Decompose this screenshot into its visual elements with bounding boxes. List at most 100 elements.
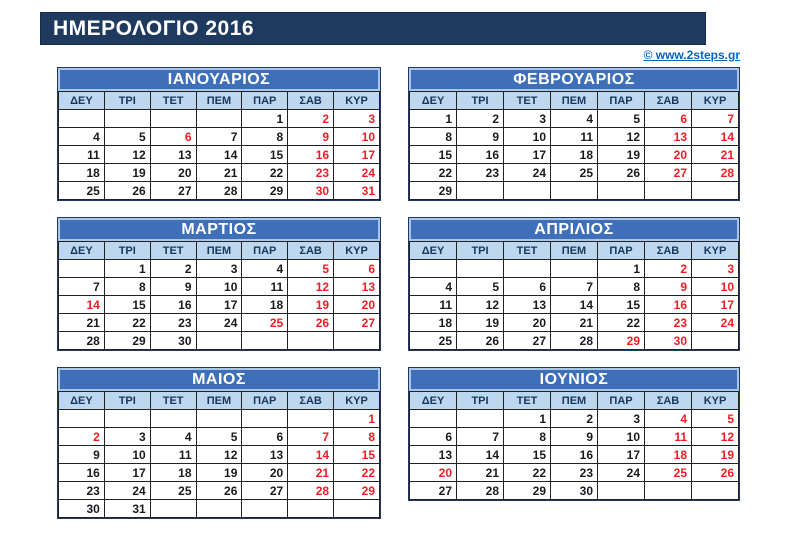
day-cell: 18 bbox=[550, 145, 598, 164]
day-cell: 28 bbox=[550, 331, 598, 350]
weekday-header: ΣΑΒ bbox=[287, 91, 335, 110]
day-cell: 18 bbox=[58, 163, 105, 182]
day-cell: 30 bbox=[58, 499, 105, 518]
day-cell: 5 bbox=[597, 109, 645, 128]
day-cell: 2 bbox=[149, 259, 197, 278]
month-name: ΦΕΒΡΟΥΑΡΙΟΣ bbox=[411, 70, 737, 89]
week-row: 20 21 22 23 24 25 26 bbox=[409, 463, 739, 482]
month-block-3: ΜΑΡΤΙΟΣ ΔΕΥ ΤΡΙ ΤΕΤ ΠΕΜ ΠΑΡ ΣΑΒ ΚΥΡ 1 2 3 4 5 6 7 8 9 10 1… bbox=[57, 217, 381, 351]
day-cell: 22 bbox=[333, 463, 380, 482]
empty-day-cell bbox=[503, 259, 551, 278]
day-cell: 31 bbox=[333, 181, 380, 200]
day-cell: 1 bbox=[103, 259, 151, 278]
day-cell: 20 bbox=[149, 163, 197, 182]
day-cell: 2 bbox=[58, 427, 105, 446]
week-row: 8 9 10 11 12 13 14 bbox=[409, 127, 739, 146]
empty-day-cell bbox=[456, 181, 504, 200]
week-row: 30 31 bbox=[58, 499, 380, 518]
empty-day-cell bbox=[409, 259, 457, 278]
weekday-header: ΠΕΜ bbox=[195, 391, 243, 410]
day-cell: 16 bbox=[287, 145, 335, 164]
day-cell: 26 bbox=[456, 331, 504, 350]
day-cell: 11 bbox=[644, 427, 692, 446]
day-cell: 10 bbox=[333, 127, 380, 146]
day-cell: 25 bbox=[644, 463, 692, 482]
day-cell: 1 bbox=[597, 259, 645, 278]
weekday-header: ΠΕΜ bbox=[550, 241, 598, 260]
empty-day-cell bbox=[597, 481, 645, 500]
month-name: ΑΠΡΙΛΙΟΣ bbox=[411, 220, 737, 239]
day-cell: 15 bbox=[409, 145, 457, 164]
day-cell: 18 bbox=[149, 463, 197, 482]
day-cell: 20 bbox=[409, 463, 457, 482]
day-cell: 8 bbox=[597, 277, 645, 296]
day-cell: 6 bbox=[644, 109, 692, 128]
weekday-header: ΤΕΤ bbox=[149, 391, 197, 410]
day-cell: 28 bbox=[691, 163, 739, 182]
weekday-header: ΤΕΤ bbox=[149, 241, 197, 260]
day-cell: 13 bbox=[241, 445, 289, 464]
weekday-header: ΣΑΒ bbox=[287, 391, 335, 410]
day-cell: 19 bbox=[691, 445, 739, 464]
month-name: ΙΑΝΟΥΑΡΙΟΣ bbox=[60, 70, 378, 89]
empty-day-cell bbox=[58, 409, 105, 428]
day-cell: 28 bbox=[58, 331, 105, 350]
day-cell: 8 bbox=[409, 127, 457, 146]
day-cell: 24 bbox=[691, 313, 739, 332]
empty-day-cell bbox=[409, 409, 457, 428]
week-row: 6 7 8 9 10 11 12 bbox=[409, 427, 739, 446]
day-cell: 16 bbox=[149, 295, 197, 314]
day-cell: 25 bbox=[149, 481, 197, 500]
day-cell: 19 bbox=[287, 295, 335, 314]
month-table: ΔΕΥ ΤΡΙ ΤΕΤ ΠΕΜ ΠΑΡ ΣΑΒ ΚΥΡ 1 2 3 4 5 6 7 8 9 10 11 12 13 14… bbox=[409, 391, 739, 500]
website-link[interactable]: © www.2steps.gr bbox=[643, 48, 740, 62]
empty-day-cell bbox=[195, 409, 243, 428]
day-cell: 12 bbox=[691, 427, 739, 446]
day-cell: 16 bbox=[644, 295, 692, 314]
day-cell: 30 bbox=[550, 481, 598, 500]
day-cell: 2 bbox=[287, 109, 335, 128]
day-cell: 23 bbox=[149, 313, 197, 332]
day-cell: 28 bbox=[195, 181, 243, 200]
month-name: ΜΑΡΤΙΟΣ bbox=[60, 220, 378, 239]
day-cell: 1 bbox=[409, 109, 457, 128]
week-row: 23 24 25 26 27 28 29 bbox=[58, 481, 380, 500]
weekday-header: ΠΕΜ bbox=[195, 241, 243, 260]
day-cell: 22 bbox=[103, 313, 151, 332]
week-row: 18 19 20 21 22 23 24 bbox=[409, 313, 739, 332]
day-cell: 7 bbox=[58, 277, 105, 296]
weekday-header: ΔΕΥ bbox=[58, 391, 105, 410]
day-cell: 3 bbox=[103, 427, 151, 446]
empty-day-cell bbox=[241, 409, 289, 428]
day-cell: 10 bbox=[691, 277, 739, 296]
day-cell: 2 bbox=[550, 409, 598, 428]
day-cell: 4 bbox=[644, 409, 692, 428]
weekday-header: ΚΥΡ bbox=[691, 241, 739, 260]
day-cell: 16 bbox=[456, 145, 504, 164]
empty-day-cell bbox=[103, 409, 151, 428]
day-cell: 2 bbox=[644, 259, 692, 278]
week-row: 11 12 13 14 15 16 17 bbox=[58, 145, 380, 164]
week-row: 22 23 24 25 26 27 28 bbox=[409, 163, 739, 182]
month-block-4: ΑΠΡΙΛΙΟΣ ΔΕΥ ΤΡΙ ΤΕΤ ΠΕΜ ΠΑΡ ΣΑΒ ΚΥΡ 1 2 3 4 5 6 7 8 9 10… bbox=[408, 217, 740, 351]
day-cell: 2 bbox=[456, 109, 504, 128]
day-cell: 19 bbox=[103, 163, 151, 182]
weekday-header: ΣΑΒ bbox=[644, 241, 692, 260]
empty-day-cell bbox=[287, 331, 335, 350]
empty-day-cell bbox=[597, 181, 645, 200]
day-cell: 19 bbox=[597, 145, 645, 164]
day-cell: 10 bbox=[103, 445, 151, 464]
empty-day-cell bbox=[503, 181, 551, 200]
weekday-header: ΠΑΡ bbox=[241, 241, 289, 260]
week-row: 14 15 16 17 18 19 20 bbox=[58, 295, 380, 314]
day-cell: 3 bbox=[333, 109, 380, 128]
day-cell: 28 bbox=[456, 481, 504, 500]
day-cell: 5 bbox=[195, 427, 243, 446]
day-cell: 25 bbox=[241, 313, 289, 332]
day-cell: 29 bbox=[503, 481, 551, 500]
day-cell: 19 bbox=[456, 313, 504, 332]
week-row: 1 bbox=[58, 409, 380, 428]
week-row: 13 14 15 16 17 18 19 bbox=[409, 445, 739, 464]
day-cell: 19 bbox=[195, 463, 243, 482]
